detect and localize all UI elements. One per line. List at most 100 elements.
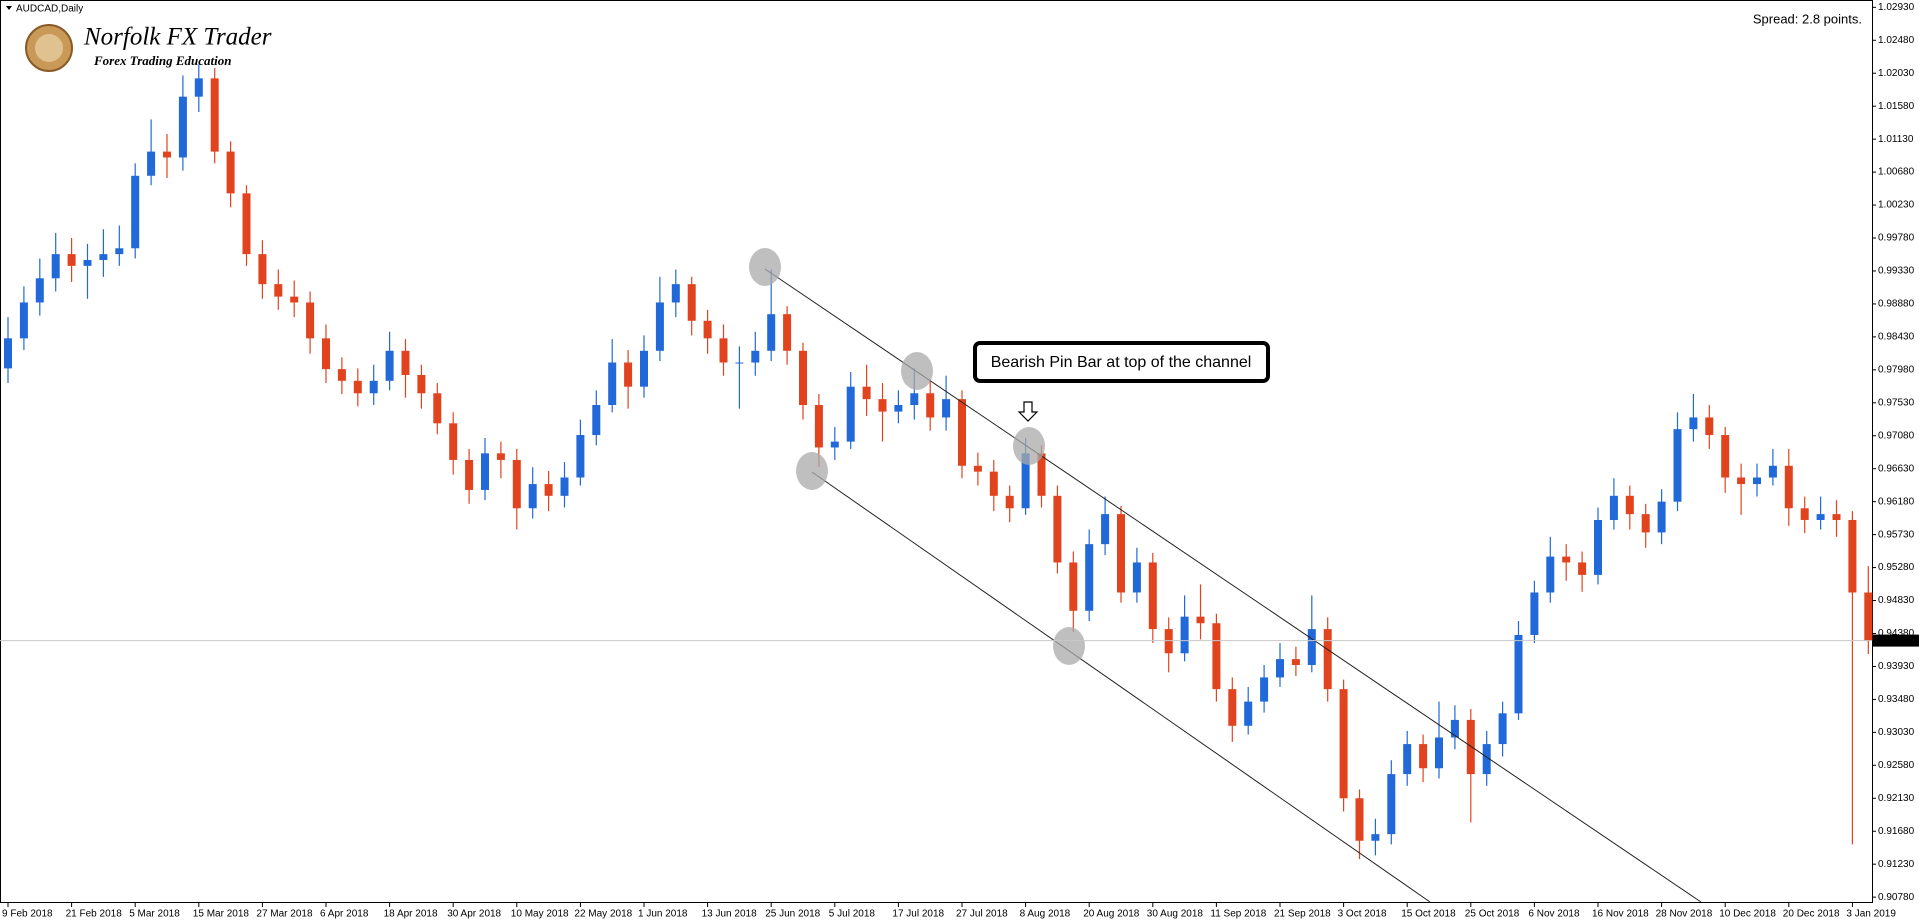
logo-emblem-inner bbox=[35, 34, 63, 62]
candle-body bbox=[862, 386, 871, 400]
candle-body bbox=[894, 404, 903, 412]
y-tick-label: 0.91230 bbox=[1878, 859, 1915, 870]
candle-body bbox=[1069, 562, 1078, 611]
annotation-box bbox=[973, 341, 1270, 383]
candle-body bbox=[592, 404, 601, 436]
candle-body bbox=[1800, 508, 1809, 520]
candle-body bbox=[4, 338, 12, 369]
candle-body bbox=[1101, 514, 1110, 545]
x-tick-label: 3 Jan 2019 bbox=[1846, 909, 1896, 920]
x-tick-label: 22 May 2018 bbox=[574, 909, 632, 920]
y-tick-label: 0.98880 bbox=[1878, 299, 1915, 310]
x-tick-label: 21 Feb 2018 bbox=[66, 909, 123, 920]
candle-body bbox=[1848, 519, 1857, 593]
candle-body bbox=[1594, 519, 1602, 575]
candle-body bbox=[1085, 544, 1094, 611]
candle-body bbox=[1307, 629, 1316, 665]
candle-body bbox=[1578, 562, 1587, 575]
candle-body bbox=[290, 296, 299, 303]
x-tick-label: 28 Nov 2018 bbox=[1656, 909, 1713, 920]
candle-body bbox=[1037, 453, 1046, 496]
candle-body bbox=[1435, 737, 1443, 769]
candle-body bbox=[1641, 514, 1650, 533]
logo-title: Norfolk FX Trader bbox=[83, 24, 272, 51]
candle-body bbox=[1737, 477, 1746, 485]
candle-body bbox=[1784, 465, 1793, 509]
candle-body bbox=[274, 284, 283, 297]
candle-body bbox=[353, 380, 362, 394]
touch-points bbox=[749, 248, 1085, 665]
candle-body bbox=[115, 248, 124, 255]
annotation-text: Bearish Pin Bar at top of the channel bbox=[991, 354, 1252, 371]
spread: Spread: 2.8 points. bbox=[1753, 11, 1862, 26]
candle-body bbox=[973, 465, 982, 472]
candle-body bbox=[449, 423, 458, 460]
touch-point bbox=[749, 248, 781, 286]
touch-point bbox=[901, 352, 933, 390]
y-tick-label: 0.99780 bbox=[1878, 233, 1915, 244]
candle-body bbox=[1419, 744, 1428, 769]
candle-body bbox=[1117, 514, 1125, 593]
candle-body bbox=[846, 386, 855, 442]
candle-body bbox=[735, 362, 744, 364]
annotation-arrow bbox=[1017, 401, 1039, 422]
candle-body bbox=[1657, 501, 1666, 533]
candle-body bbox=[1276, 659, 1284, 678]
y-tick-label: 0.96180 bbox=[1878, 496, 1915, 507]
candle-body bbox=[830, 441, 839, 448]
candle-body bbox=[481, 453, 489, 490]
candle-body bbox=[719, 338, 728, 363]
candle-body bbox=[1164, 629, 1173, 654]
candle-body bbox=[1498, 713, 1507, 745]
x-tick-label: 27 Jul 2018 bbox=[956, 909, 1008, 920]
candle-body bbox=[1355, 798, 1364, 841]
x-tick-label: 20 Dec 2018 bbox=[1783, 909, 1840, 920]
candle-body bbox=[210, 78, 219, 152]
candle-body bbox=[1021, 453, 1030, 509]
candle-body bbox=[608, 362, 617, 405]
x-tick-label: 17 Jul 2018 bbox=[892, 909, 944, 920]
candle-body bbox=[544, 484, 553, 496]
candle-body bbox=[1546, 556, 1555, 593]
candle-body bbox=[401, 350, 410, 375]
candle-body bbox=[671, 284, 680, 303]
candle-body bbox=[1625, 495, 1634, 515]
candle-body bbox=[640, 350, 648, 387]
candle-body bbox=[178, 96, 187, 158]
channel-lower bbox=[811, 471, 1431, 903]
candle-body bbox=[1864, 592, 1873, 641]
candle-body bbox=[958, 399, 966, 466]
candle-body bbox=[910, 393, 919, 405]
x-tick-label: 6 Nov 2018 bbox=[1528, 909, 1580, 920]
candle-body bbox=[147, 151, 156, 176]
candle-body bbox=[1705, 417, 1714, 436]
candle-body bbox=[131, 175, 140, 249]
candle-body bbox=[433, 393, 442, 424]
x-tick-label: 5 Jul 2018 bbox=[829, 909, 876, 920]
x-tick-label: 9 Feb 2018 bbox=[2, 909, 53, 920]
y-tick-label: 0.93930 bbox=[1878, 661, 1915, 672]
candle-body bbox=[496, 453, 505, 460]
x-tick-label: 20 Aug 2018 bbox=[1083, 909, 1140, 920]
candle-body bbox=[67, 254, 76, 266]
y-tick-label: 0.91680 bbox=[1878, 826, 1915, 837]
x-tick-label: 25 Jun 2018 bbox=[765, 909, 820, 920]
candle-body bbox=[1196, 616, 1205, 624]
candle-body bbox=[226, 151, 235, 194]
y-tick-label: 1.01580 bbox=[1878, 101, 1915, 112]
candle-body bbox=[1387, 774, 1396, 835]
candle-body bbox=[163, 151, 171, 158]
x-tick-label: 25 Oct 2018 bbox=[1465, 909, 1520, 920]
y-tick-label: 0.97080 bbox=[1878, 430, 1915, 441]
candle-body bbox=[465, 459, 474, 490]
x-tick-label: 27 Mar 2018 bbox=[256, 909, 313, 920]
candle-body bbox=[1323, 629, 1332, 690]
candle-body bbox=[83, 259, 92, 266]
candle-body bbox=[1180, 616, 1189, 654]
y-tick-label: 0.94380 bbox=[1878, 628, 1915, 639]
candle-body bbox=[1609, 495, 1618, 520]
y-tick-label: 1.00680 bbox=[1878, 167, 1915, 178]
x-tick-label: 15 Oct 2018 bbox=[1401, 909, 1456, 920]
